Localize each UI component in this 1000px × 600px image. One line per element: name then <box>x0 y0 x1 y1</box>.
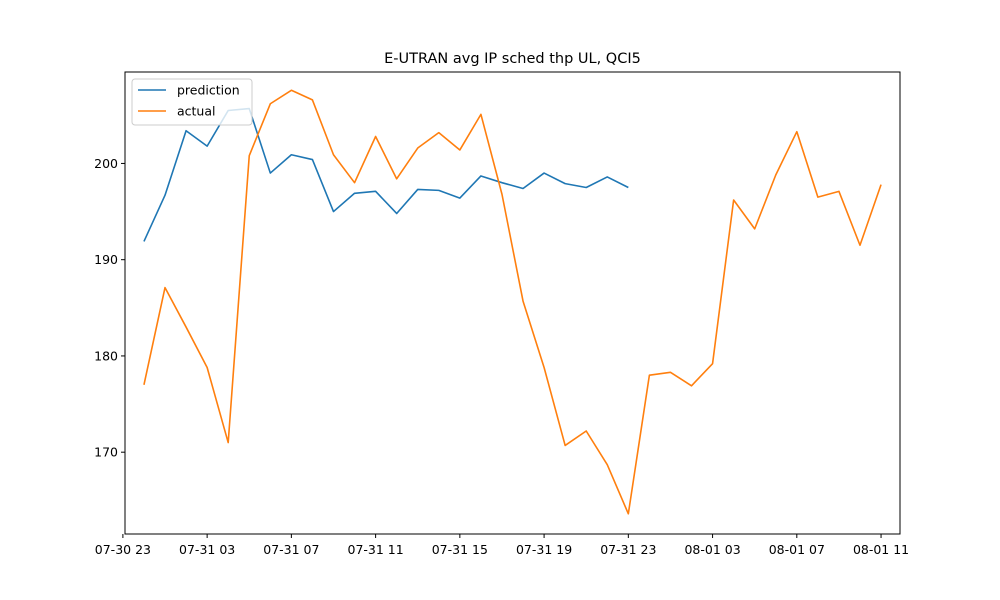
plot-area <box>124 71 901 535</box>
y-tick-label: 190 <box>94 252 118 267</box>
x-tick-label: 07-31 07 <box>263 542 319 557</box>
y-tick-label: 170 <box>94 445 118 460</box>
x-tick-label: 08-01 03 <box>684 542 740 557</box>
x-axis: 07-30 23 07-31 03 07-31 07 07-31 11 07-31 15… <box>95 534 909 557</box>
x-tick-label: 07-31 23 <box>600 542 656 557</box>
legend: prediction actual <box>131 78 253 126</box>
x-tick-label: 08-01 11 <box>853 542 909 557</box>
x-tick-label: 07-31 11 <box>348 542 404 557</box>
series-line-prediction <box>143 107 629 242</box>
series-line-actual <box>143 89 882 515</box>
x-tick-label: 07-30 23 <box>95 542 151 557</box>
y-axis: 170 180 190 200 <box>94 156 125 460</box>
x-tick-label: 08-01 07 <box>769 542 825 557</box>
series-layer <box>143 89 882 515</box>
x-tick-label: 07-31 03 <box>179 542 235 557</box>
x-tick-label: 07-31 15 <box>432 542 488 557</box>
x-tick-label: 07-31 19 <box>516 542 572 557</box>
y-tick-label: 180 <box>94 348 118 363</box>
legend-label-actual: actual <box>177 104 216 119</box>
chart-title: E-UTRAN avg IP sched thp UL, QCI5 <box>384 51 641 67</box>
legend-label-prediction: prediction <box>177 83 240 98</box>
y-tick-label: 200 <box>94 156 118 171</box>
